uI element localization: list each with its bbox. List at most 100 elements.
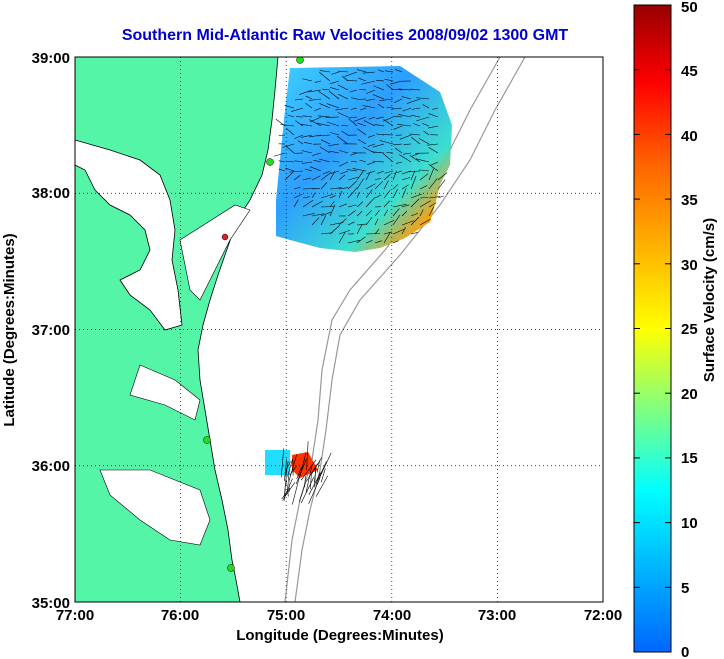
velocity-arrow bbox=[395, 69, 403, 73]
velocity-arrow bbox=[338, 187, 349, 190]
velocity-arrow bbox=[392, 214, 401, 226]
velocity-arrow bbox=[348, 116, 358, 119]
velocity-arrow bbox=[428, 147, 439, 154]
velocity-arrow bbox=[365, 183, 376, 190]
velocity-arrow bbox=[377, 103, 385, 109]
velocity-arrow bbox=[285, 167, 295, 172]
velocity-arrow bbox=[286, 128, 295, 136]
velocity-arrow bbox=[330, 87, 340, 91]
velocity-arrow bbox=[338, 229, 351, 235]
velocity-arrow bbox=[365, 98, 376, 101]
velocity-arrow bbox=[278, 160, 286, 163]
velocity-arrow bbox=[341, 125, 349, 127]
velocity-arrow bbox=[347, 210, 356, 217]
velocity-arrow bbox=[300, 459, 317, 481]
velocity-arrow bbox=[331, 71, 340, 75]
velocity-arrow bbox=[413, 123, 421, 127]
velocity-arrow bbox=[410, 193, 422, 199]
velocity-arrow bbox=[383, 180, 389, 190]
lat-tick-label: 36:00 bbox=[32, 458, 70, 475]
velocity-arrow bbox=[301, 150, 313, 154]
velocity-arrow bbox=[365, 189, 373, 199]
velocity-arrow bbox=[320, 452, 332, 475]
velocity-arrow bbox=[401, 96, 412, 100]
velocity-arrow bbox=[427, 143, 439, 146]
velocity-arrow bbox=[367, 143, 376, 147]
velocity-arrow bbox=[311, 192, 316, 199]
velocity-arrow bbox=[330, 132, 340, 136]
velocity-arrow bbox=[309, 119, 322, 127]
velocity-arrow bbox=[316, 460, 320, 473]
velocity-arrow bbox=[330, 170, 340, 174]
velocity-arrow bbox=[362, 105, 376, 109]
velocity-arrow bbox=[356, 178, 364, 190]
velocity-arrow bbox=[377, 69, 385, 73]
lon-tick-label: 76:00 bbox=[161, 607, 199, 624]
velocity-arrow bbox=[428, 202, 437, 208]
velocity-arrow bbox=[356, 236, 366, 244]
velocity-arrow bbox=[320, 139, 331, 145]
velocity-arrow bbox=[328, 150, 340, 154]
velocity-arrow bbox=[422, 104, 430, 109]
velocity-arrow bbox=[297, 140, 304, 145]
velocity-arrow bbox=[286, 160, 295, 163]
bathymetry-contour bbox=[294, 57, 526, 602]
velocity-arrow bbox=[305, 168, 313, 172]
velocity-arrow bbox=[356, 201, 364, 208]
velocity-arrow bbox=[329, 195, 336, 199]
velocity-arrow bbox=[383, 231, 393, 235]
velocity-arrow bbox=[427, 125, 439, 129]
velocity-arrow bbox=[379, 140, 394, 145]
velocity-arrow bbox=[338, 203, 347, 208]
velocity-arrow bbox=[302, 199, 314, 208]
velocity-arrow bbox=[396, 161, 403, 164]
colorbar-tick-label: 40 bbox=[681, 128, 698, 145]
velocity-arrow bbox=[320, 193, 334, 199]
velocity-arrow bbox=[344, 71, 358, 77]
velocity-arrow bbox=[311, 217, 320, 226]
velocity-arrow bbox=[311, 200, 323, 208]
velocity-arrow bbox=[284, 482, 296, 498]
velocity-arrow bbox=[374, 240, 383, 244]
velocity-arrow bbox=[310, 457, 322, 475]
velocity-arrow bbox=[338, 174, 346, 181]
velocity-arrow bbox=[289, 170, 304, 173]
velocity-arrow bbox=[372, 160, 385, 163]
velocity-arrow bbox=[410, 114, 421, 118]
velocity-arrow bbox=[305, 464, 313, 493]
grid-lines bbox=[75, 57, 603, 602]
velocity-arrow bbox=[372, 143, 385, 148]
velocity-arrow bbox=[418, 138, 430, 145]
velocity-arrow bbox=[356, 192, 360, 199]
velocity-vectors bbox=[273, 69, 448, 505]
velocity-arrow bbox=[416, 97, 430, 100]
velocity-arrow bbox=[401, 220, 415, 226]
velocity-arrow bbox=[305, 95, 313, 100]
velocity-arrow bbox=[383, 209, 389, 217]
velocity-arrow bbox=[328, 143, 340, 147]
velocity-arrow bbox=[390, 80, 403, 85]
velocity-arrow bbox=[356, 170, 365, 181]
velocity-arrow bbox=[329, 171, 336, 181]
velocity-arrow bbox=[339, 150, 349, 154]
velocity-arrow bbox=[316, 134, 331, 137]
velocity-arrow bbox=[366, 170, 376, 175]
velocity-arrow bbox=[329, 200, 335, 208]
velocity-arrow bbox=[350, 161, 358, 163]
velocity-arrow bbox=[406, 98, 421, 104]
velocity-arrow bbox=[437, 172, 448, 181]
velocity-arrow bbox=[284, 458, 287, 482]
lat-tick-label: 38:00 bbox=[32, 185, 70, 202]
velocity-arrow bbox=[329, 187, 342, 190]
colorbar-tick-label: 10 bbox=[681, 515, 698, 532]
velocity-arrow bbox=[308, 89, 322, 93]
velocity-arrow bbox=[311, 175, 321, 181]
velocity-arrow bbox=[293, 174, 301, 181]
velocity-arrow bbox=[359, 159, 367, 163]
velocity-arrow bbox=[316, 122, 331, 127]
velocity-arrow bbox=[326, 103, 340, 109]
velocity-arrow bbox=[401, 176, 411, 181]
velocity-arrow bbox=[399, 154, 412, 163]
velocity-arrow bbox=[320, 182, 328, 190]
velocity-arrow bbox=[373, 85, 385, 91]
